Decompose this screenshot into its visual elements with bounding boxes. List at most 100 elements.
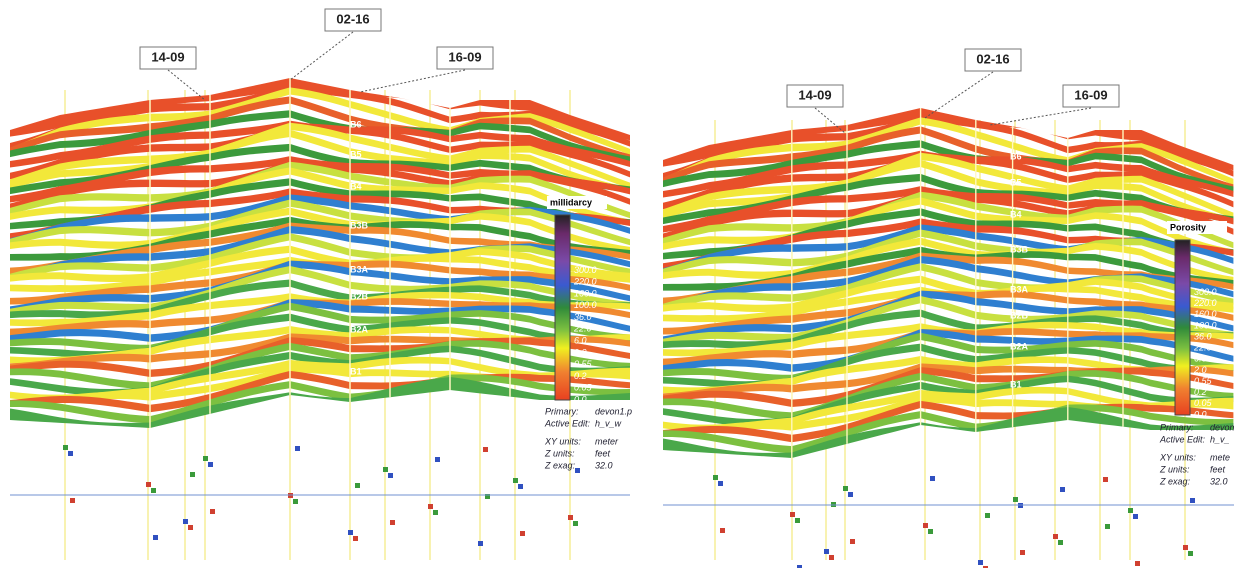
well-label: 02-16 — [336, 11, 369, 26]
zone-label: B5 — [350, 149, 362, 159]
leader-line — [814, 107, 846, 134]
well-marker — [388, 473, 393, 478]
well-marker — [1190, 498, 1195, 503]
well-marker — [928, 529, 933, 534]
well-marker — [850, 539, 855, 544]
strata-band — [10, 245, 630, 283]
well-marker — [795, 518, 800, 523]
well-marker — [153, 535, 158, 540]
well-marker — [930, 476, 935, 481]
well-marker — [843, 486, 848, 491]
zone-label: B1 — [350, 366, 362, 376]
legend-title: millidarcy — [550, 197, 592, 207]
well-marker — [428, 504, 433, 509]
strata-band — [10, 337, 630, 378]
zone-label: B2B — [1010, 310, 1029, 320]
well-label-box — [964, 48, 1022, 72]
well-marker — [190, 472, 195, 477]
legend-value: 0.0 — [574, 394, 587, 404]
strata-band — [663, 126, 1234, 191]
well-marker — [146, 482, 151, 487]
well-marker — [797, 565, 802, 568]
info-label: Z exag: — [1159, 476, 1191, 486]
strata-band — [663, 370, 1234, 420]
well-marker — [1060, 487, 1065, 492]
strata-band — [10, 340, 630, 390]
well-marker — [518, 484, 523, 489]
legend-value: 220.0 — [1193, 298, 1217, 308]
zone-label: B2A — [350, 324, 369, 334]
strata-band — [10, 233, 630, 281]
legend-value: 2.0 — [1193, 365, 1207, 375]
well-marker — [348, 530, 353, 535]
strata-band — [10, 299, 630, 342]
strata-band — [663, 332, 1234, 383]
well-marker — [1105, 524, 1110, 529]
well-label-box — [1062, 84, 1120, 108]
zone-label: B3B — [1010, 244, 1029, 254]
strata-band — [663, 386, 1234, 432]
section — [10, 78, 630, 428]
zone-label: B6 — [350, 119, 362, 129]
legend-value: 0.05 — [1194, 398, 1213, 408]
info-value: feet — [1210, 464, 1226, 474]
well-marker — [1058, 540, 1063, 545]
well-marker — [70, 498, 75, 503]
leader-line — [924, 71, 994, 119]
strata-band — [663, 321, 1234, 357]
strata-band — [663, 246, 1234, 291]
info-value: h_v_w — [595, 418, 622, 428]
well-marker — [573, 521, 578, 526]
legend-value: 2.0 — [573, 347, 587, 357]
strata-band — [663, 296, 1234, 346]
well-marker — [483, 447, 488, 452]
strata-band — [663, 224, 1234, 275]
strata-band — [10, 122, 630, 180]
well-marker — [68, 451, 73, 456]
well-marker — [568, 515, 573, 520]
zone-label: B3A — [1010, 284, 1029, 294]
legend-value: 300.0 — [1194, 287, 1217, 297]
info-label: Active Edit: — [1159, 434, 1206, 444]
zone-label: B2A — [1010, 341, 1029, 351]
strata-band — [10, 143, 630, 195]
well-marker — [151, 488, 156, 493]
strata-band — [10, 96, 630, 161]
legend-value: 36.0 — [574, 312, 592, 322]
well-marker — [829, 555, 834, 560]
info-label: Primary: — [545, 406, 579, 416]
strata-band — [10, 356, 630, 402]
well-marker — [485, 494, 490, 499]
strata-band — [10, 260, 630, 305]
well-marker — [383, 467, 388, 472]
well-marker — [293, 499, 298, 504]
info-label: Primary: — [1160, 422, 1194, 432]
zone-label: B6 — [1010, 151, 1022, 161]
well-marker — [1013, 497, 1018, 502]
well-marker — [478, 541, 483, 546]
well-label-box — [786, 84, 844, 108]
legend-value: 22.0 — [573, 324, 592, 334]
well-marker — [1020, 550, 1025, 555]
legend-value: 0.55 — [574, 359, 593, 369]
strata-band — [663, 159, 1234, 224]
strata-band — [10, 199, 630, 246]
well-marker — [203, 456, 208, 461]
strata-band — [663, 367, 1234, 408]
well-label: 02-16 — [976, 51, 1009, 66]
well-marker — [513, 478, 518, 483]
strata-band — [663, 140, 1234, 193]
section — [663, 108, 1234, 458]
zone-label: B3B — [350, 220, 369, 230]
legend-value: 0.0 — [1194, 409, 1207, 419]
info-label: XY units: — [1159, 452, 1196, 462]
color-bar — [1174, 239, 1191, 416]
panel: B6 B5 B4 B3B B3A B2B B2A B1 14-09 02-16 16-09 Poros… — [663, 48, 1234, 568]
well-marker — [848, 492, 853, 497]
info-value: mete — [1210, 452, 1230, 462]
well-label: 16-09 — [1074, 87, 1107, 102]
zone-label: B3A — [350, 264, 369, 274]
legend-value: 160.0 — [1194, 309, 1217, 319]
well-marker — [923, 523, 928, 528]
well-label: 14-09 — [798, 87, 831, 102]
